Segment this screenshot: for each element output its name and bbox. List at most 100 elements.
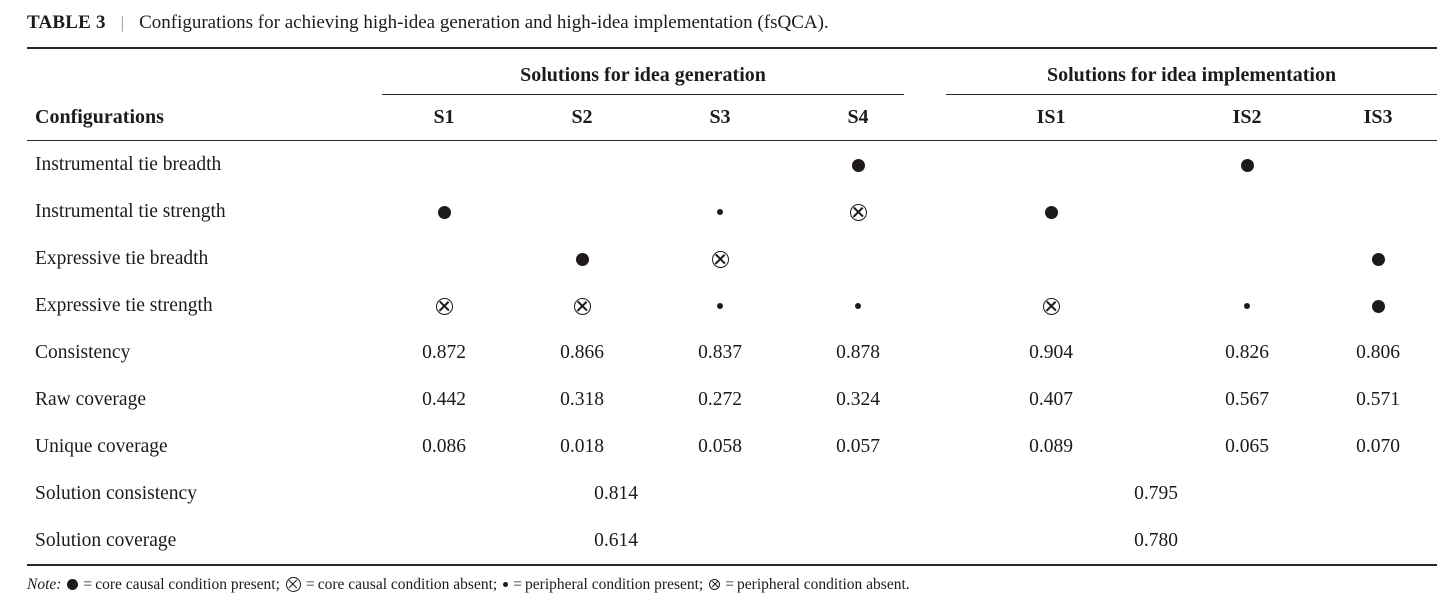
core-present-symbol — [1371, 252, 1385, 266]
condition-cell-s1 — [375, 282, 513, 329]
table-body: Instrumental tie breadth Instrumental tie… — [27, 141, 1438, 566]
value-cell-is2: 0.567 — [1225, 388, 1269, 410]
condition-cell-is1 — [927, 235, 1175, 282]
solution-value-gen: 0.814 — [594, 482, 638, 504]
table-row: Consistency 0.872 0.866 0.837 0.878 0.904 0.82… — [27, 329, 1437, 376]
column-header-is2: IS2 — [1175, 95, 1320, 141]
value-cell-s1: 0.872 — [422, 341, 466, 363]
table-row: Raw coverage 0.442 0.318 0.272 0.324 0.407 0.5… — [27, 376, 1437, 423]
condition-cell-s4 — [789, 282, 927, 329]
generation-spanner-cell: Solutions for idea generation — [375, 47, 928, 95]
legend-text: = core causal condition present; — [80, 576, 284, 593]
row-label: Unique coverage — [35, 435, 168, 457]
peripheral-present-symbol — [717, 303, 723, 310]
core-absent-symbol — [849, 203, 867, 221]
column-header-s2: S2 — [513, 95, 651, 141]
condition-cell-is3 — [1319, 235, 1437, 282]
condition-cell-s3 — [651, 141, 789, 189]
table-row: Solution coverage 0.614 0.780 — [27, 517, 1438, 566]
row-label: Solution coverage — [27, 517, 375, 566]
core-absent-symbol — [711, 250, 729, 268]
core-absent-symbol — [1042, 297, 1060, 315]
spanner-empty-cell — [27, 47, 375, 95]
condition-cell-is2 — [1175, 188, 1319, 235]
value-cell-s2: 0.018 — [560, 435, 604, 457]
condition-cell-is3 — [1319, 141, 1437, 189]
peripheral-present-symbol — [503, 581, 509, 587]
peripheral-present-symbol — [1244, 303, 1251, 310]
legend-text: = peripheral condition present; — [510, 576, 708, 593]
implementation-group-header: Solutions for idea implementation — [946, 64, 1438, 95]
condition-cell-is2 — [1175, 282, 1319, 329]
legend-item: = core causal condition absent; — [284, 576, 501, 593]
table-row: Expressive tie breadth — [27, 235, 1437, 282]
fsqca-table: Solutions for idea generation Solutions … — [27, 47, 1438, 566]
core-absent-symbol — [435, 297, 453, 315]
column-header-is1: IS1 — [927, 95, 1176, 141]
condition-cell-is2 — [1175, 235, 1319, 282]
column-header-row: Configurations S1 S2 S3 S4 IS1 IS2 IS3 — [27, 95, 1438, 141]
core-present-symbol — [1240, 158, 1254, 172]
value-cell-s2: 0.866 — [560, 341, 604, 363]
value-cell-is2: 0.065 — [1225, 435, 1269, 457]
peripheral-absent-symbol — [709, 578, 721, 590]
condition-cell-is3 — [1319, 282, 1437, 329]
row-label: Raw coverage — [35, 388, 146, 410]
caption-divider: | — [120, 13, 125, 32]
table-row: Expressive tie strength — [27, 282, 1437, 329]
condition-cell-is1 — [927, 282, 1175, 329]
core-absent-symbol — [573, 297, 591, 315]
core-present-symbol — [851, 158, 865, 172]
table-row: Instrumental tie breadth — [27, 141, 1437, 189]
table-row: Instrumental tie strength — [27, 188, 1437, 235]
condition-cell-is1 — [927, 141, 1175, 189]
column-header-s3: S3 — [651, 95, 789, 141]
value-cell-s2: 0.318 — [560, 388, 604, 410]
value-cell-s4: 0.057 — [836, 435, 880, 457]
legend-item: = peripheral condition absent. — [707, 576, 910, 593]
table-row: Unique coverage 0.086 0.018 0.058 0.057 0.089… — [27, 423, 1437, 470]
value-cell-is3: 0.806 — [1356, 341, 1400, 363]
table-number: TABLE 3 — [27, 12, 106, 33]
solution-value-impl: 0.795 — [1134, 482, 1178, 504]
core-present-symbol — [575, 252, 589, 266]
legend-text: = core causal condition absent; — [302, 576, 502, 593]
legend-item: = peripheral condition present; — [501, 576, 707, 593]
core-present-symbol — [1371, 299, 1385, 313]
value-cell-s1: 0.086 — [422, 435, 466, 457]
condition-cell-s4 — [789, 188, 927, 235]
value-cell-is1: 0.089 — [1029, 435, 1073, 457]
peripheral-present-symbol — [717, 209, 723, 216]
condition-cell-s3 — [651, 282, 789, 329]
value-cell-s3: 0.272 — [698, 388, 742, 410]
row-label: Expressive tie breadth — [35, 247, 209, 269]
table-row: Solution consistency 0.814 0.795 — [27, 470, 1437, 517]
implementation-spanner-cell: Solutions for idea implementation — [927, 47, 1438, 95]
condition-cell-s2 — [513, 141, 651, 189]
core-present-symbol — [437, 205, 451, 219]
condition-cell-s1 — [375, 188, 513, 235]
condition-cell-s2 — [513, 188, 651, 235]
condition-cell-s3 — [651, 235, 789, 282]
core-present-symbol — [67, 578, 79, 590]
condition-cell-s3 — [651, 188, 789, 235]
row-label: Expressive tie strength — [35, 294, 213, 316]
value-cell-s4: 0.324 — [836, 388, 880, 410]
core-present-symbol — [1044, 205, 1058, 219]
note-prefix: Note: — [27, 576, 66, 593]
column-header-s4: S4 — [789, 95, 928, 141]
value-cell-s4: 0.878 — [836, 341, 880, 363]
condition-cell-s4 — [789, 141, 927, 189]
condition-cell-is3 — [1319, 188, 1437, 235]
value-cell-is2: 0.826 — [1225, 341, 1269, 363]
column-header-is3: IS3 — [1319, 95, 1438, 141]
condition-cell-is2 — [1175, 141, 1319, 189]
condition-cell-is1 — [927, 188, 1175, 235]
caption-text: Configurations for achieving high-idea g… — [139, 12, 829, 33]
condition-cell-s2 — [513, 282, 651, 329]
row-label: Instrumental tie strength — [35, 200, 226, 222]
value-cell-s1: 0.442 — [422, 388, 466, 410]
row-label: Consistency — [35, 341, 131, 363]
table-note: Note: = core causal condition present; =… — [27, 576, 1456, 594]
